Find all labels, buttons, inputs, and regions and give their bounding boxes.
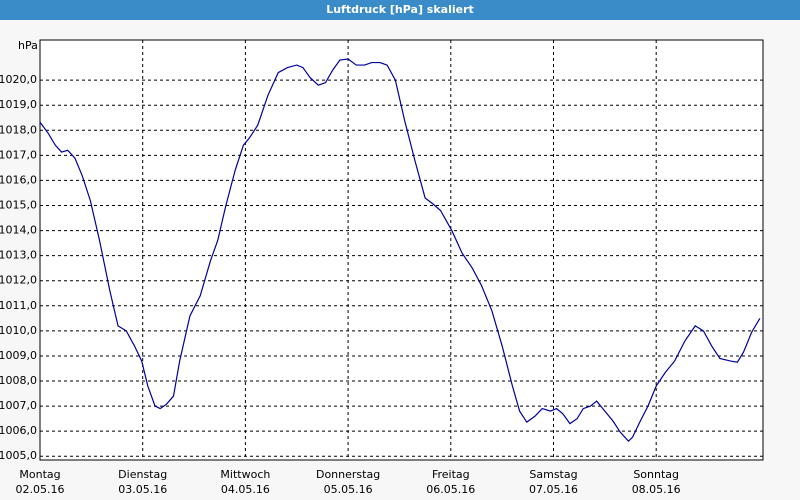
y-tick-label: 1010,0 (0, 324, 37, 337)
y-tick-label: 1020,0 (0, 73, 37, 86)
y-tick-label: 1016,0 (0, 173, 37, 186)
y-tick-label: 1007,0 (0, 399, 37, 412)
x-tick-label: Samstag (529, 468, 577, 481)
y-tick-label: 1005,0 (0, 449, 37, 462)
y-tick-label: 1017,0 (0, 148, 37, 161)
x-tick-date: 07.05.16 (529, 483, 578, 496)
x-tick-date: 08.05.16 (632, 483, 681, 496)
y-tick-label: 1013,0 (0, 249, 37, 262)
y-tick-label: 1015,0 (0, 198, 37, 211)
pressure-line (39, 58, 761, 443)
grid (39, 40, 763, 460)
plot-area (39, 39, 764, 461)
chart-title: Luftdruck [hPa] skaliert (326, 3, 474, 16)
x-tick-label: Montag (19, 468, 60, 481)
x-tick-label: Mittwoch (220, 468, 270, 481)
x-tick-label: Dienstag (118, 468, 167, 481)
y-tick-label: 1012,0 (0, 274, 37, 287)
title-bar (0, 0, 800, 20)
y-tick-label: 1018,0 (0, 123, 37, 136)
y-tick-label: 1008,0 (0, 374, 37, 387)
y-tick-label: 1019,0 (0, 98, 37, 111)
x-tick-label: Freitag (432, 468, 470, 481)
y-tick-label: 1009,0 (0, 349, 37, 362)
x-tick-label: Sonntag (633, 468, 679, 481)
marks (39, 58, 761, 443)
y-tick-label: 1014,0 (0, 224, 37, 237)
x-tick-label: Donnerstag (316, 468, 380, 481)
y-axis-label: hPa (18, 39, 38, 52)
x-tick-date: 03.05.16 (118, 483, 167, 496)
x-tick-date: 06.05.16 (426, 483, 475, 496)
x-tick-date: 04.05.16 (221, 483, 270, 496)
y-tick-label: 1006,0 (0, 424, 37, 437)
x-tick-date: 02.05.16 (16, 483, 65, 496)
y-tick-label: 1011,0 (0, 299, 37, 312)
x-tick-date: 05.05.16 (324, 483, 373, 496)
